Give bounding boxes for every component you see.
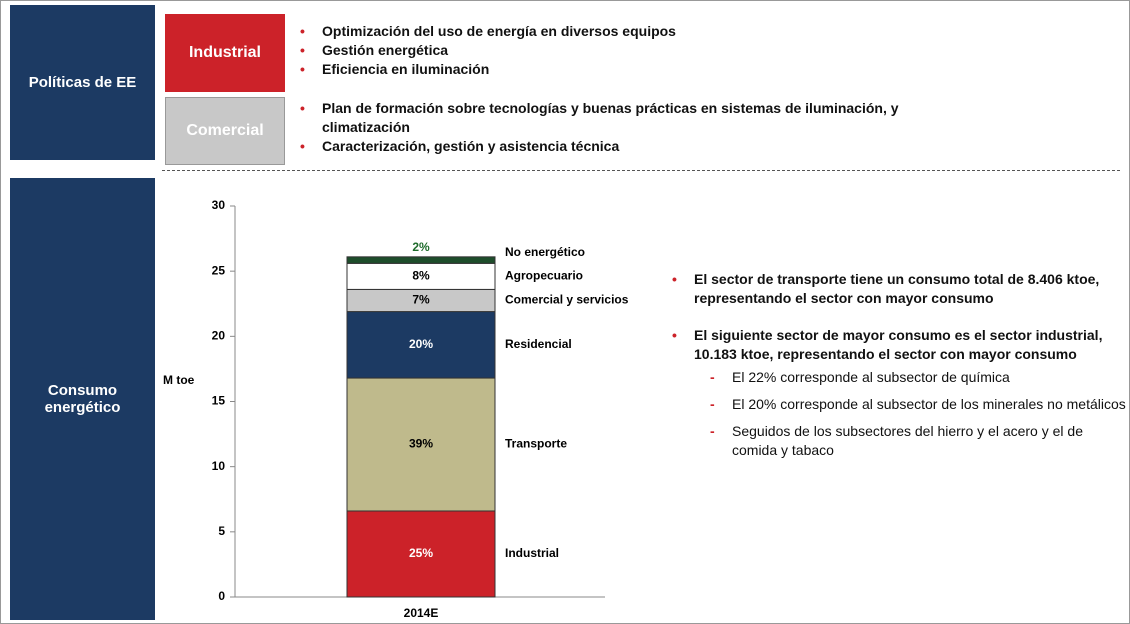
- y-tick-label: 0: [218, 589, 225, 603]
- policy-item: Plan de formación sobre tecnologías y bu…: [300, 99, 980, 137]
- y-tick-label: 15: [212, 394, 226, 408]
- sub-note: El 22% corresponde al subsector de quími…: [694, 368, 1127, 387]
- y-tick-label: 25: [212, 263, 226, 277]
- sub-note: El 20% corresponde al subsector de los m…: [694, 395, 1127, 414]
- segment-name: Transporte: [505, 437, 567, 451]
- policy-list: Optimización del uso de energía en diver…: [300, 22, 1000, 79]
- y-tick-label: 30: [212, 198, 226, 212]
- policy-tag: Comercial: [165, 97, 285, 165]
- policy-list: Plan de formación sobre tecnologías y bu…: [300, 99, 980, 156]
- data-label: 8%: [412, 269, 430, 283]
- data-label: 2%: [412, 240, 430, 254]
- notes-list: El sector de transporte tiene un consumo…: [672, 270, 1127, 478]
- data-label: 25%: [409, 546, 433, 560]
- x-tick-label: 2014E: [404, 606, 439, 620]
- segment-name: Residencial: [505, 337, 572, 351]
- bar-segment: [346, 256, 496, 264]
- segment-name: No energético: [505, 245, 585, 259]
- bar-segment: [346, 262, 496, 290]
- policy-tag: Industrial: [165, 14, 285, 92]
- segment-name: Industrial: [505, 546, 559, 560]
- bar-segment: [346, 311, 496, 379]
- data-label: 39%: [409, 437, 433, 451]
- data-label: 7%: [412, 293, 430, 307]
- sub-list: El 22% corresponde al subsector de quími…: [694, 368, 1127, 460]
- segment-name: Agropecuario: [505, 269, 583, 283]
- policy-item: Eficiencia en iluminación: [300, 60, 1000, 79]
- policy-item: Optimización del uso de energía en diver…: [300, 22, 1000, 41]
- policies-title: Políticas de EE: [10, 5, 155, 160]
- y-tick-label: 10: [212, 459, 226, 473]
- consumption-title: Consumo energético: [10, 178, 155, 620]
- note: El siguiente sector de mayor consumo es …: [672, 326, 1127, 460]
- y-tick-label: 5: [218, 524, 225, 538]
- policy-item: Caracterización, gestión y asistencia té…: [300, 137, 980, 156]
- divider: [162, 170, 1120, 171]
- y-tick-label: 20: [212, 329, 226, 343]
- policy-item: Gestión energética: [300, 41, 1000, 60]
- data-label: 20%: [409, 337, 433, 351]
- bar-segment: [346, 377, 496, 512]
- note: El sector de transporte tiene un consumo…: [672, 270, 1127, 308]
- sub-note: Seguidos de los subsectores del hierro y…: [694, 422, 1127, 460]
- bar-segment: [346, 510, 496, 598]
- y-axis-label: M toe: [163, 373, 195, 387]
- segment-name: Comercial y servicios: [505, 293, 629, 307]
